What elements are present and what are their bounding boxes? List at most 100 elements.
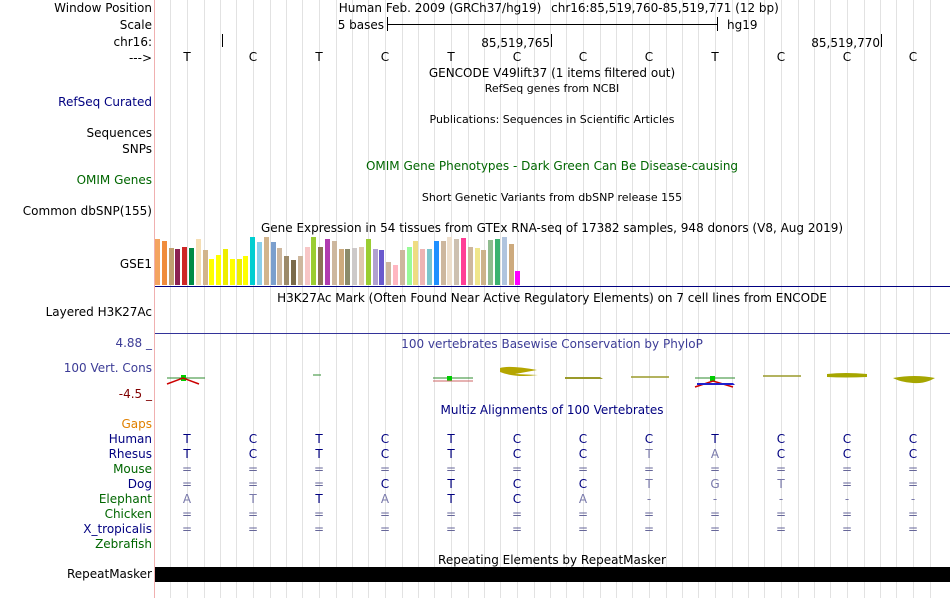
gtex-tissue-bar[interactable]	[406, 247, 412, 285]
snps-label[interactable]: SNPs	[122, 142, 152, 156]
gtex-tissue-bar[interactable]	[331, 241, 337, 285]
gtex-tissue-bar[interactable]	[209, 259, 215, 285]
track-area[interactable]: Human Feb. 2009 (GRCh37/hg19) chr16:85,5…	[155, 0, 950, 598]
gtex-tissue-bar[interactable]	[263, 237, 269, 285]
gtex-tissue-bar[interactable]	[325, 239, 330, 285]
gtex-tissue-bar[interactable]	[318, 247, 324, 285]
species-label-chicken[interactable]: Chicken	[104, 507, 152, 521]
gtex-tissue-bar[interactable]	[155, 239, 160, 285]
gtex-tissue-bar[interactable]	[427, 249, 432, 285]
gtex-tissue-bar[interactable]	[304, 247, 310, 285]
gtex-tissue-bar[interactable]	[440, 241, 446, 285]
aligned-base: C	[842, 432, 852, 446]
repeatmasker-label[interactable]: RepeatMasker	[66, 567, 152, 581]
gtex-tissue-bar[interactable]	[501, 237, 507, 285]
gtex-tissue-bar[interactable]	[372, 249, 378, 285]
gtex-tissue-bar[interactable]	[467, 247, 473, 285]
gtex-tissue-bar[interactable]	[216, 255, 222, 285]
gtex-expression-bars[interactable]	[155, 236, 535, 285]
common-dbsnp-label[interactable]: Common dbSNP(155)	[22, 204, 152, 218]
gtex-tissue-bar[interactable]	[175, 249, 181, 285]
species-label-x_tropicalis[interactable]: X_tropicalis	[83, 522, 152, 536]
refseq-curated-label[interactable]: RefSeq Curated	[58, 95, 152, 109]
gtex-tissue-bar[interactable]	[297, 256, 303, 285]
aligned-base: T	[447, 432, 455, 446]
aligned-base: =	[907, 507, 919, 521]
gridline	[484, 0, 485, 598]
gtex-tissue-bar[interactable]	[515, 271, 521, 285]
gtex-tissue-bar[interactable]	[236, 259, 242, 285]
gtex-tissue-bar[interactable]	[454, 239, 460, 285]
gtex-tissue-bar[interactable]	[345, 249, 351, 285]
aligned-base: T	[645, 447, 653, 461]
species-label-zebrafish[interactable]: Zebrafish	[95, 537, 152, 551]
gtex-tissue-bar[interactable]	[413, 241, 419, 285]
cons-mark-9	[827, 373, 867, 378]
gtex-tissue-bar[interactable]	[270, 242, 276, 285]
gtex-tissue-bar[interactable]	[311, 237, 317, 285]
gtex-tissue-bar[interactable]	[386, 262, 392, 285]
gtex-tissue-bar[interactable]	[488, 240, 494, 285]
scale-bar-right-tick	[717, 17, 718, 31]
reference-base: T	[183, 50, 191, 64]
phylop-conservation-plot[interactable]	[155, 358, 950, 398]
position-tick-2	[551, 34, 552, 47]
gencode-track-title[interactable]: GENCODE V49lift37 (1 items filtered out)	[428, 66, 676, 80]
gridline	[336, 0, 337, 598]
aligned-base: =	[907, 477, 919, 491]
gtex-tissue-bar[interactable]	[474, 248, 480, 285]
gtex-tissue-bar[interactable]	[277, 248, 283, 285]
gtex-tissue-bar[interactable]	[508, 244, 514, 285]
gtex-tissue-bar[interactable]	[495, 239, 500, 285]
omim-genes-label[interactable]: OMIM Genes	[76, 173, 152, 187]
species-label-elephant[interactable]: Elephant	[98, 492, 152, 506]
gridline	[434, 0, 435, 598]
species-label-rhesus[interactable]: Rhesus	[108, 447, 152, 461]
aligned-base: C	[908, 447, 918, 461]
gtex-tissue-bar[interactable]	[291, 260, 296, 285]
gtex-tissue-bar[interactable]	[379, 250, 385, 285]
gtex-tissue-bar[interactable]	[161, 241, 167, 285]
gtex-tissue-bar[interactable]	[359, 247, 364, 285]
gtex-tissue-bar[interactable]	[229, 259, 235, 285]
gtex-tissue-bar[interactable]	[250, 237, 256, 285]
species-label-dog[interactable]: Dog	[127, 477, 152, 491]
layered-h3k27ac-label[interactable]: Layered H3K27Ac	[45, 305, 152, 319]
gtex-tissue-bar[interactable]	[420, 249, 426, 285]
gtex-tissue-bar[interactable]	[168, 248, 174, 285]
aligned-base: =	[445, 462, 457, 476]
gtex-tissue-bar[interactable]	[284, 256, 290, 285]
gtex-tissue-bar[interactable]	[481, 250, 487, 285]
aligned-base: A	[182, 492, 192, 506]
gtex-tissue-bar[interactable]	[447, 237, 453, 285]
species-label-human[interactable]: Human	[108, 432, 152, 446]
gtex-tissue-bar[interactable]	[433, 241, 439, 285]
gridline	[468, 0, 469, 598]
gtex-tissue-bar[interactable]	[243, 256, 249, 285]
gridline	[896, 0, 897, 598]
aligned-base: =	[181, 507, 193, 521]
gtex-tissue-bar[interactable]	[338, 249, 344, 285]
gtex-tissue-bar[interactable]	[223, 249, 228, 285]
gtex-tissue-bar[interactable]	[352, 248, 358, 285]
vert-cons-label[interactable]: 100 Vert. Cons	[63, 361, 152, 375]
strand-label[interactable]: --->	[128, 51, 152, 65]
gtex-tissue-bar[interactable]	[461, 238, 466, 285]
gtex-tissue-bar[interactable]	[399, 250, 405, 285]
gtex-tissue-bar[interactable]	[182, 247, 188, 285]
gtex-tissue-bar[interactable]	[189, 248, 194, 285]
gtex-tissue-bar[interactable]	[393, 265, 398, 285]
gse1-label[interactable]: GSE1	[119, 257, 152, 271]
aligned-base: T	[447, 447, 455, 461]
gaps-label[interactable]: Gaps	[121, 417, 152, 431]
species-label-mouse[interactable]: Mouse	[113, 462, 152, 476]
gtex-tissue-bar[interactable]	[257, 242, 262, 285]
sequences-label[interactable]: Sequences	[86, 126, 152, 140]
gridline	[913, 0, 914, 598]
gridline	[814, 0, 815, 598]
repeatmasker-element-bar[interactable]	[155, 567, 950, 582]
gtex-tissue-bar[interactable]	[202, 250, 208, 285]
aligned-base: =	[577, 507, 589, 521]
gtex-tissue-bar[interactable]	[365, 239, 371, 285]
gtex-tissue-bar[interactable]	[195, 239, 201, 285]
